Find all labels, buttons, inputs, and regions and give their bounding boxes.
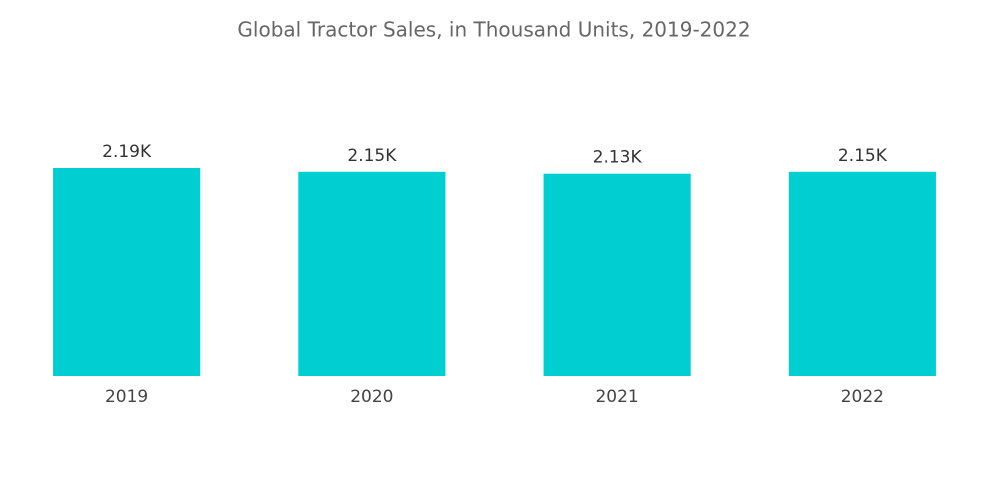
bar bbox=[543, 173, 691, 376]
x-tick-label: 2022 bbox=[841, 387, 884, 407]
x-tick-label: 2020 bbox=[350, 387, 393, 407]
bar bbox=[298, 171, 446, 376]
bar bbox=[788, 171, 936, 376]
x-tick-label: 2021 bbox=[595, 387, 638, 407]
x-tick-label: 2019 bbox=[105, 387, 148, 407]
chart-title: Global Tractor Sales, in Thousand Units,… bbox=[237, 18, 750, 42]
value-label: 2.15K bbox=[347, 146, 397, 166]
value-label: 2.19K bbox=[102, 142, 152, 162]
value-label: 2.15K bbox=[838, 146, 888, 166]
bar bbox=[53, 168, 201, 376]
value-label: 2.13K bbox=[593, 148, 643, 168]
